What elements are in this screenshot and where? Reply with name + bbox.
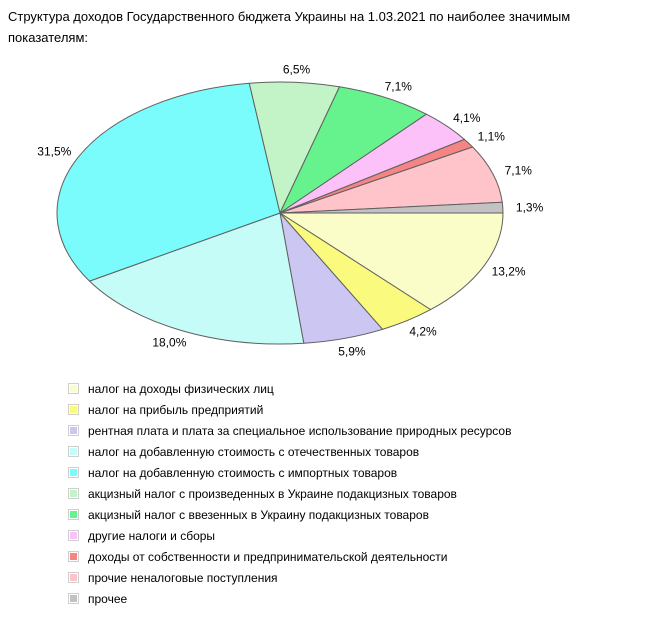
pie-slice-4 (89, 212, 305, 345)
legend-swatch (68, 467, 79, 478)
legend-label: прочие неналоговые поступления (88, 570, 278, 585)
legend-item: налог на добавленную стоимость с импортн… (68, 462, 511, 483)
legend-swatch (68, 383, 79, 394)
pie-slice-11 (279, 201, 504, 214)
pie-slice-1 (279, 212, 504, 311)
legend-swatch (68, 446, 79, 457)
legend-item: налог на прибыль предприятий (68, 399, 511, 420)
legend-label: акцизный налог с произведенных в Украине… (88, 486, 457, 501)
pie-slice-value-label: 1,3% (516, 201, 544, 215)
pie-chart: 13,2% 4,2% 5,9% 18,0% 31,5% 6,5% 7,1% 4,1% 1,1% 7… (37, 63, 544, 359)
pie-slice-5 (56, 82, 281, 282)
legend-swatch (68, 593, 79, 604)
pie-slice-value-label: 4,1% (453, 111, 481, 125)
legend-item: акцизный налог с произведенных в Украине… (68, 483, 511, 504)
legend-swatch (68, 572, 79, 583)
legend-item: прочие неналоговые поступления (68, 567, 511, 588)
legend-label: налог на прибыль предприятий (88, 402, 264, 417)
legend-swatch (68, 509, 79, 520)
legend-label: рентная плата и плата за специальное исп… (88, 423, 512, 438)
legend-label: налог на доходы физических лиц (88, 381, 274, 396)
legend-item: другие налоги и сборы (68, 525, 511, 546)
pie-slice-value-label: 4,2% (409, 325, 437, 339)
legend-label: доходы от собственности и предпринимател… (88, 549, 448, 564)
legend-label: налог на добавленную стоимость с отечест… (88, 444, 420, 459)
legend-label: налог на добавленную стоимость с импортн… (88, 465, 398, 480)
chart-legend: налог на доходы физических лиц налог на п… (68, 378, 511, 609)
pie-slice-value-label: 7,1% (505, 163, 533, 177)
legend-label: прочее (88, 591, 128, 606)
legend-item: акцизный налог с ввезенных в Украину под… (68, 504, 511, 525)
legend-label: другие налоги и сборы (88, 528, 216, 543)
legend-swatch (68, 488, 79, 499)
legend-item: рентная плата и плата за специальное исп… (68, 420, 511, 441)
chart-title: Структура доходов Государственного бюдже… (8, 9, 571, 45)
legend-item: налог на добавленную стоимость с отечест… (68, 441, 511, 462)
pie-slice-value-label: 5,9% (338, 345, 366, 359)
legend-swatch (68, 551, 79, 562)
legend-item: налог на доходы физических лиц (68, 378, 511, 399)
legend-item: прочее (68, 588, 511, 609)
pie-slice-value-label: 7,1% (385, 80, 413, 94)
pie-slice-value-label: 6,5% (283, 63, 311, 77)
pie-slice-value-label: 31,5% (37, 145, 71, 159)
pie-slice-value-label: 18,0% (152, 336, 186, 350)
legend-swatch (68, 425, 79, 436)
pie-slice-value-label: 1,1% (478, 130, 506, 144)
legend-swatch (68, 404, 79, 415)
legend-label: акцизный налог с ввезенных в Украину под… (88, 507, 429, 522)
legend-swatch (68, 530, 79, 541)
pie-slice-value-label: 13,2% (492, 265, 526, 279)
legend-item: доходы от собственности и предпринимател… (68, 546, 511, 567)
